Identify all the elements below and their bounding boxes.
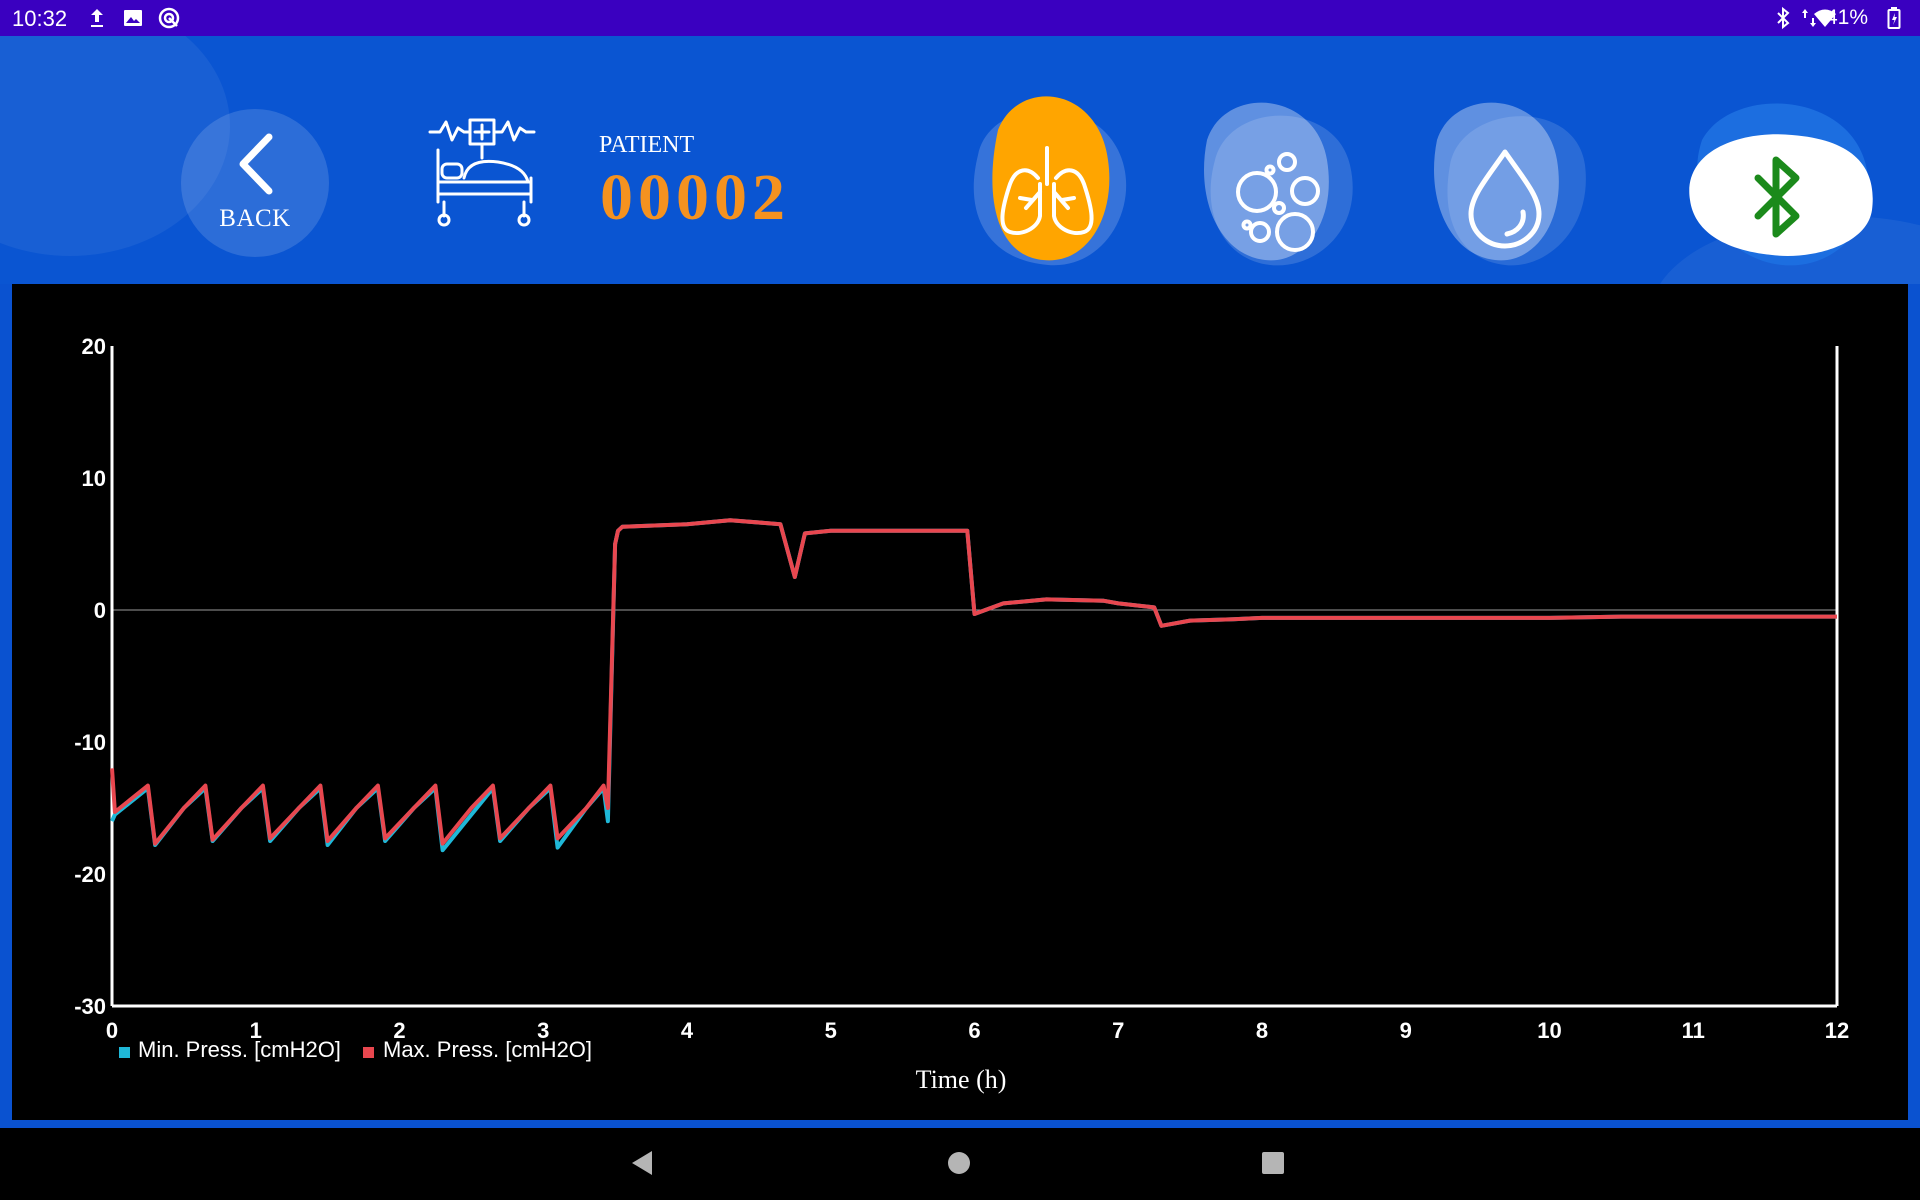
triangle-back-icon [632,1151,652,1175]
x-tick-label: 4 [681,1018,694,1043]
status-bar: 10:32 41% [0,0,1920,36]
x-tick-label: 0 [106,1018,118,1043]
series-line-max-press [110,518,1837,846]
home-nav-button[interactable] [944,1148,974,1178]
x-tick-label: 12 [1825,1018,1849,1043]
y-tick-label: 10 [82,466,106,491]
chevron-left-icon [239,133,273,195]
recents-nav-button[interactable] [1258,1148,1288,1178]
legend-swatch-max [363,1047,374,1058]
back-nav-button[interactable] [628,1148,658,1178]
image-icon [124,10,142,26]
nav-bar [0,1128,1920,1200]
x-tick-label: 8 [1256,1018,1268,1043]
x-tick-label: 7 [1112,1018,1124,1043]
legend-swatch-min [119,1047,130,1058]
data-arrows-icon [1802,9,1816,27]
y-tick-label: 0 [94,598,106,623]
lungs-mode-button[interactable] [958,80,1144,280]
bluetooth-mode-button[interactable] [1682,80,1882,280]
patient-label: PATIENT [599,132,695,158]
x-tick-label: 1 [250,1018,262,1043]
legend: Min. Press. [cmH2O] Max. Press. [cmH2O] [119,1037,592,1062]
x-tick-label: 5 [825,1018,837,1043]
x-tick-label: 10 [1537,1018,1561,1043]
legend-label-max: Max. Press. [cmH2O] [383,1037,592,1062]
drop-mode-button[interactable] [1415,80,1601,280]
x-axis-title: Time (h) [916,1065,1007,1094]
chart-panel: 20 10 0 -10 -20 -30 0 1 2 3 4 5 6 7 8 9 10 11 12 Min. Pre… [12,284,1908,1120]
bubbles-icon [1236,152,1320,252]
upload-icon [91,9,103,27]
y-tick-label: 20 [82,334,106,359]
battery-percent: 41% [1825,6,1868,29]
y-tick-label: -30 [74,994,106,1019]
wifi-icon [1814,9,1836,27]
legend-label-min: Min. Press. [cmH2O] [138,1037,341,1062]
x-tick-label: 11 [1682,1018,1705,1043]
x-tick-label: 6 [968,1018,980,1043]
battery-icon [1887,7,1901,29]
y-tick-label: -10 [74,730,106,755]
x-tick-label: 9 [1400,1018,1412,1043]
header: BACK PATIENT 00002 [0,36,1920,284]
circle-home-icon [948,1152,970,1174]
drop-icon [1468,149,1542,249]
y-tick-label: -20 [74,862,106,887]
status-time: 10:32 [12,6,68,31]
x-tick-label: 3 [537,1018,549,1043]
back-label: BACK [219,205,291,232]
patient-id: 00002 [600,161,790,234]
bubbles-mode-button[interactable] [1185,80,1371,280]
lungs-icon [1000,146,1094,235]
square-recents-icon [1262,1152,1284,1174]
x-tick-label: 2 [393,1018,405,1043]
bluetooth-icon [1777,6,1790,30]
sync-icon [158,7,180,29]
series-line-min-press [110,518,1837,853]
bluetooth-icon [1754,156,1800,238]
hospital-bed-icon [428,118,536,227]
back-button[interactable]: BACK [181,109,329,257]
